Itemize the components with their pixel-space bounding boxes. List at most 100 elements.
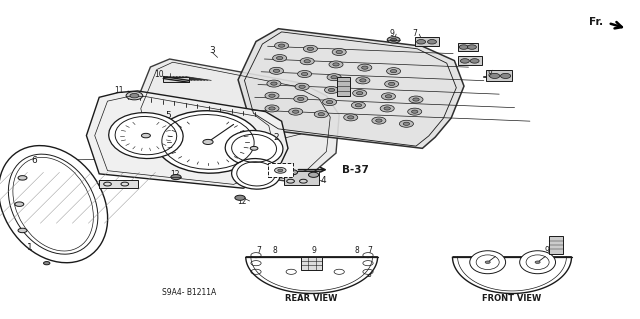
Circle shape	[417, 40, 426, 44]
Circle shape	[15, 202, 24, 206]
Circle shape	[485, 261, 490, 263]
Polygon shape	[246, 257, 378, 293]
Circle shape	[390, 70, 397, 73]
Circle shape	[287, 170, 298, 175]
Bar	[549, 236, 563, 254]
Circle shape	[273, 55, 287, 62]
Circle shape	[44, 262, 50, 265]
Text: 4: 4	[321, 176, 326, 185]
Ellipse shape	[225, 130, 283, 166]
Circle shape	[271, 82, 277, 85]
Bar	[415, 37, 439, 46]
Circle shape	[278, 169, 283, 172]
Text: 1: 1	[27, 243, 32, 252]
Polygon shape	[452, 257, 572, 293]
Circle shape	[360, 79, 366, 82]
Circle shape	[399, 120, 413, 127]
Text: 9: 9	[389, 29, 394, 38]
Circle shape	[324, 86, 339, 93]
Circle shape	[390, 38, 397, 41]
Circle shape	[250, 146, 258, 150]
Circle shape	[265, 92, 279, 99]
Bar	[284, 171, 319, 185]
Circle shape	[299, 85, 305, 88]
Text: Fr.: Fr.	[589, 17, 604, 27]
Circle shape	[380, 105, 394, 112]
Circle shape	[388, 82, 395, 85]
Circle shape	[348, 116, 354, 119]
Circle shape	[403, 122, 410, 125]
Circle shape	[355, 104, 362, 107]
Text: 3: 3	[210, 46, 215, 55]
Circle shape	[318, 113, 324, 116]
Circle shape	[385, 95, 392, 98]
Text: 2: 2	[274, 133, 279, 142]
Bar	[458, 43, 478, 51]
Circle shape	[372, 117, 386, 124]
Text: 7: 7	[367, 246, 372, 255]
Circle shape	[307, 47, 314, 50]
Text: 9: 9	[311, 246, 316, 255]
Circle shape	[356, 77, 370, 84]
Circle shape	[376, 119, 382, 122]
Circle shape	[460, 45, 468, 49]
Circle shape	[381, 93, 396, 100]
Circle shape	[308, 172, 319, 177]
Circle shape	[332, 48, 346, 56]
Circle shape	[275, 167, 286, 173]
Circle shape	[265, 105, 279, 112]
Text: 8: 8	[557, 246, 563, 255]
Circle shape	[333, 63, 339, 66]
Circle shape	[295, 83, 309, 90]
Circle shape	[18, 228, 27, 233]
Circle shape	[303, 45, 317, 52]
Circle shape	[535, 261, 540, 263]
Circle shape	[467, 45, 476, 49]
Circle shape	[326, 100, 333, 104]
Circle shape	[384, 107, 390, 110]
Circle shape	[292, 110, 299, 113]
Text: 12: 12	[237, 197, 246, 206]
Circle shape	[490, 73, 500, 78]
Circle shape	[409, 96, 423, 103]
Text: S9A4- B1211A: S9A4- B1211A	[163, 288, 216, 297]
Circle shape	[408, 108, 422, 115]
Polygon shape	[86, 91, 288, 188]
Circle shape	[413, 98, 419, 101]
Circle shape	[329, 61, 343, 68]
Circle shape	[387, 68, 401, 75]
Circle shape	[331, 76, 337, 79]
Bar	[163, 77, 189, 82]
Text: 12: 12	[170, 170, 179, 179]
Circle shape	[289, 108, 303, 115]
Text: 8: 8	[367, 270, 372, 279]
Circle shape	[171, 174, 181, 180]
Circle shape	[301, 72, 308, 76]
Text: 8: 8	[273, 246, 278, 255]
Circle shape	[470, 59, 479, 63]
Circle shape	[269, 107, 275, 110]
Ellipse shape	[156, 111, 260, 173]
Circle shape	[344, 114, 358, 121]
Circle shape	[275, 42, 289, 49]
Circle shape	[327, 74, 341, 81]
Bar	[301, 257, 322, 270]
Text: REAR VIEW: REAR VIEW	[285, 294, 338, 303]
Circle shape	[276, 56, 283, 60]
Circle shape	[358, 64, 372, 71]
Circle shape	[141, 133, 150, 138]
Circle shape	[460, 59, 469, 63]
Text: 6: 6	[31, 156, 36, 165]
Circle shape	[203, 139, 213, 145]
Text: 8: 8	[255, 260, 260, 269]
Circle shape	[269, 67, 284, 74]
Text: 7: 7	[257, 246, 262, 255]
Text: 5: 5	[165, 111, 170, 120]
Circle shape	[294, 95, 308, 102]
Circle shape	[269, 94, 275, 97]
Circle shape	[18, 176, 27, 180]
Circle shape	[235, 195, 245, 200]
Circle shape	[298, 97, 304, 100]
Bar	[99, 180, 138, 188]
Text: 7: 7	[412, 29, 417, 38]
